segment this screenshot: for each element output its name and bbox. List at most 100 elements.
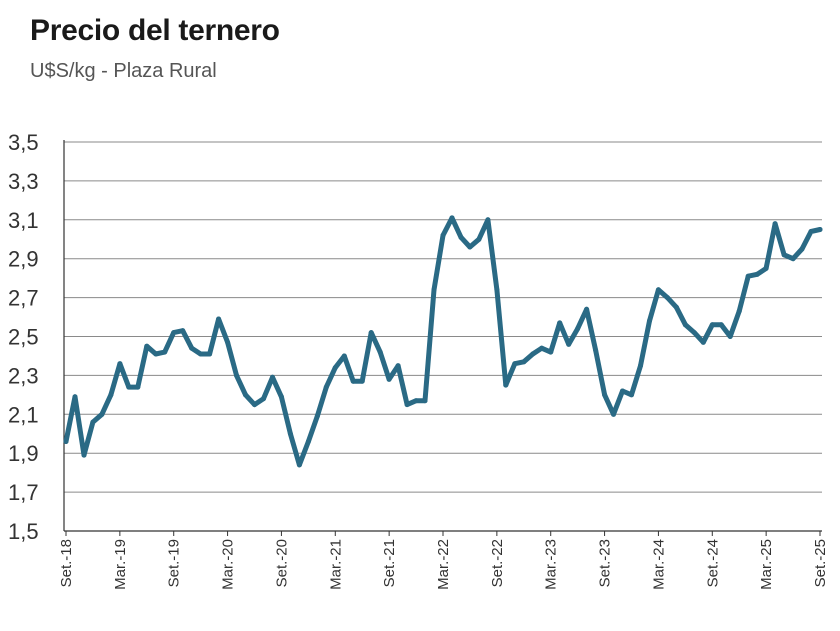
y-tick-label: 2,1: [8, 402, 39, 427]
data-point: [252, 402, 257, 408]
data-point: [198, 351, 204, 357]
data-point: [655, 287, 661, 293]
data-point: [234, 372, 239, 378]
x-tick-label: Set.-18: [58, 539, 75, 587]
x-tick-label: Set.-19: [166, 539, 183, 587]
data-point: [368, 330, 374, 336]
data-point: [144, 343, 150, 349]
y-tick-label: 3,1: [8, 208, 39, 233]
x-tick-label: Mar.-22: [435, 539, 452, 590]
data-point: [754, 271, 760, 277]
data-point: [261, 396, 266, 402]
data-point: [296, 462, 302, 468]
data-point: [718, 322, 724, 328]
x-tick-label: Set.-23: [597, 539, 614, 587]
series-line-precio-ternero: [63, 215, 823, 468]
data-point: [485, 217, 491, 223]
data-point: [521, 359, 527, 365]
axes: [63, 140, 822, 536]
data-point: [808, 229, 814, 234]
y-tick-label: 1,9: [8, 441, 39, 466]
data-point: [162, 349, 168, 355]
x-tick-label: Set.-25: [812, 539, 829, 587]
x-tick-label: Set.-24: [704, 539, 721, 587]
x-tick-label: Mar.-20: [220, 539, 237, 590]
series-layer: [63, 215, 823, 468]
data-point: [314, 413, 320, 419]
data-point: [593, 347, 599, 353]
data-point: [99, 411, 105, 417]
data-point: [63, 439, 69, 444]
data-point: [153, 351, 159, 357]
data-point: [736, 308, 742, 314]
data-point: [386, 376, 392, 382]
data-point: [189, 345, 195, 351]
data-point: [763, 265, 769, 271]
data-point: [278, 394, 284, 400]
data-point: [467, 244, 473, 250]
data-point: [332, 365, 338, 371]
data-point: [171, 330, 177, 336]
data-point: [781, 252, 787, 258]
x-tick-label: Mar.-25: [758, 539, 775, 590]
data-point: [772, 221, 778, 227]
y-tick-labels: 3,5 3,3 3,1 2,9 2,7 2,5 2,3 2,1 1,9 1,7 1,5: [8, 130, 39, 544]
data-point: [664, 295, 670, 301]
data-point: [72, 394, 78, 400]
data-point: [413, 398, 419, 404]
x-tick-label: Set.-21: [381, 539, 398, 587]
data-point: [566, 341, 572, 347]
x-tick-label: Mar.-23: [543, 539, 560, 590]
data-point: [790, 256, 796, 262]
data-point: [647, 318, 652, 324]
data-point: [682, 322, 688, 328]
x-tick-labels: Set.-18 Mar.-19 Set.-19 Mar.-20 Set.-20 Mar.-…: [58, 539, 829, 590]
data-point: [341, 353, 347, 359]
data-point: [126, 384, 132, 390]
data-point: [620, 388, 625, 394]
data-point: [494, 287, 500, 293]
data-point: [287, 431, 293, 437]
data-point: [216, 316, 222, 322]
data-point: [90, 419, 96, 425]
data-point: [557, 320, 563, 326]
data-point: [350, 378, 356, 384]
data-point: [727, 334, 733, 339]
data-point: [799, 246, 805, 252]
data-point: [629, 392, 634, 398]
data-point: [225, 339, 231, 345]
data-point: [476, 236, 482, 242]
data-point: [81, 452, 87, 458]
data-point: [503, 382, 509, 388]
y-tick-label: 1,5: [8, 519, 39, 544]
chart-subtitle: U$S/kg - Plaza Rural: [30, 60, 217, 82]
y-tick-label: 1,7: [8, 480, 39, 505]
data-point: [745, 273, 751, 279]
data-point: [700, 339, 706, 345]
data-point: [584, 306, 590, 312]
data-point: [108, 392, 114, 398]
data-point: [404, 402, 410, 408]
data-point: [422, 398, 428, 404]
x-tick-label: Set.-20: [273, 539, 290, 587]
data-point: [135, 384, 141, 390]
data-point: [377, 349, 383, 355]
data-point: [673, 304, 679, 310]
x-tick-label: Set.-22: [489, 539, 506, 587]
data-point: [548, 349, 554, 355]
data-point: [395, 363, 401, 369]
x-tick-label: Mar.-19: [112, 539, 129, 590]
data-point: [449, 215, 455, 221]
data-point: [638, 363, 643, 369]
data-point: [817, 227, 823, 232]
y-tick-label: 3,3: [8, 169, 39, 194]
x-tick-label: Mar.-24: [650, 539, 667, 590]
data-point: [431, 287, 437, 293]
data-point: [117, 361, 123, 367]
data-point: [602, 392, 608, 398]
data-point: [458, 234, 464, 240]
data-point: [323, 384, 329, 390]
data-point: [359, 378, 365, 384]
chart-title: Precio del ternero: [30, 14, 280, 47]
